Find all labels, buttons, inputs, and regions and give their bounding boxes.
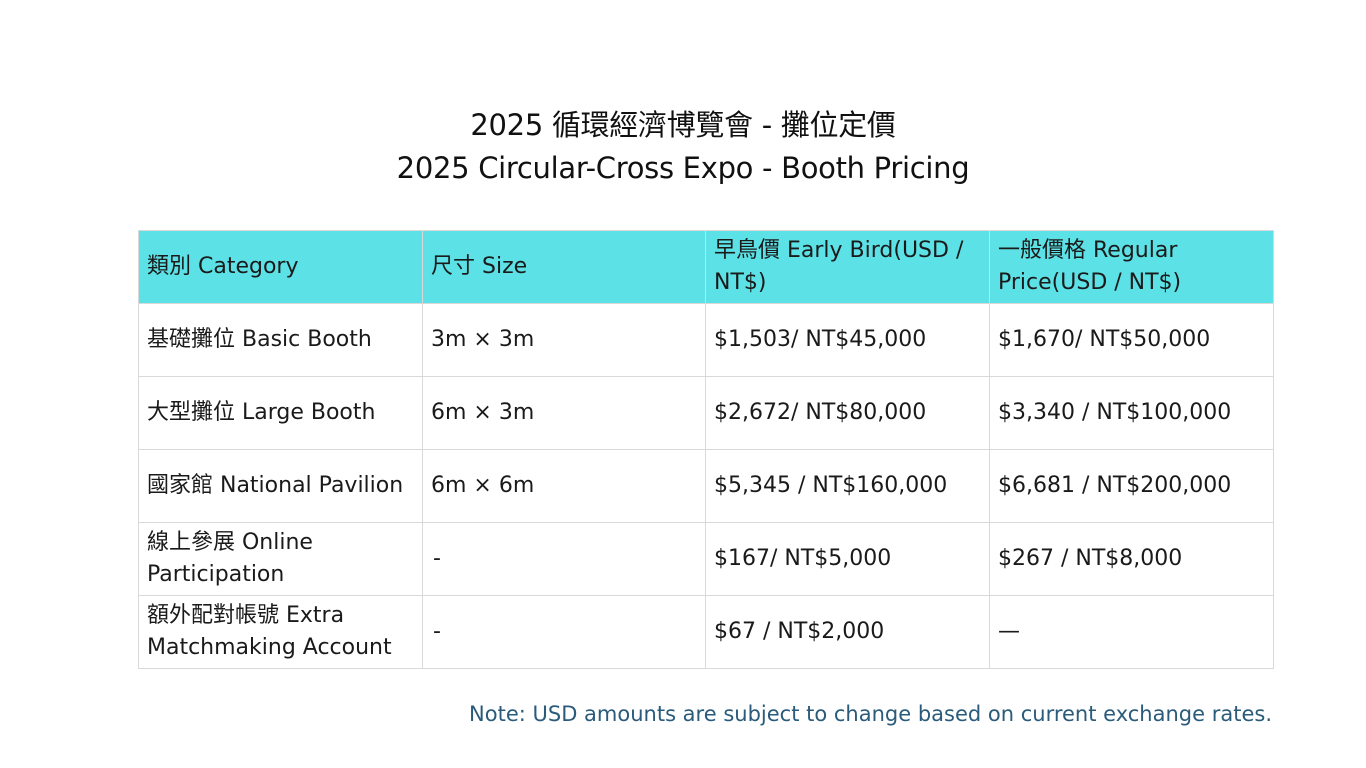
- title-chinese: 2025 循環經濟博覽會 - 攤位定價: [470, 108, 896, 142]
- cell-regular-price: $3,340 / NT$100,000: [989, 376, 1274, 450]
- header-regular-price: 一般價格 Regular Price(USD / NT$): [989, 230, 1274, 304]
- pricing-table: 類別 Category 尺寸 Size 早鳥價 Early Bird(USD /…: [138, 230, 1274, 669]
- header-category: 類別 Category: [138, 230, 423, 304]
- page-title: 2025 循環經濟博覽會 - 攤位定價 2025 Circular-Cross …: [0, 104, 1366, 190]
- cell-regular-price: —: [989, 595, 1274, 669]
- cell-size: 3m × 3m: [422, 303, 706, 377]
- cell-size: -: [422, 595, 706, 669]
- cell-early-bird: $167/ NT$5,000: [705, 522, 990, 596]
- table-header-row: 類別 Category 尺寸 Size 早鳥價 Early Bird(USD /…: [138, 230, 1274, 304]
- cell-early-bird: $67 / NT$2,000: [705, 595, 990, 669]
- header-size: 尺寸 Size: [422, 230, 706, 304]
- table-row: 額外配對帳號 Extra Matchmaking Account - $67 /…: [138, 595, 1274, 669]
- cell-regular-price: $267 / NT$8,000: [989, 522, 1274, 596]
- cell-size: 6m × 3m: [422, 376, 706, 450]
- table-row: 國家館 National Pavilion 6m × 6m $5,345 / N…: [138, 449, 1274, 523]
- cell-category: 國家館 National Pavilion: [138, 449, 423, 523]
- cell-category: 基礎攤位 Basic Booth: [138, 303, 423, 377]
- cell-size: 6m × 6m: [422, 449, 706, 523]
- cell-regular-price: $6,681 / NT$200,000: [989, 449, 1274, 523]
- cell-early-bird: $5,345 / NT$160,000: [705, 449, 990, 523]
- table-row: 基礎攤位 Basic Booth 3m × 3m $1,503/ NT$45,0…: [138, 303, 1274, 377]
- header-early-bird: 早鳥價 Early Bird(USD / NT$): [705, 230, 990, 304]
- cell-size: -: [422, 522, 706, 596]
- cell-category: 線上參展 Online Participation: [138, 522, 423, 596]
- table-row: 大型攤位 Large Booth 6m × 3m $2,672/ NT$80,0…: [138, 376, 1274, 450]
- cell-early-bird: $2,672/ NT$80,000: [705, 376, 990, 450]
- cell-regular-price: $1,670/ NT$50,000: [989, 303, 1274, 377]
- table-row: 線上參展 Online Participation - $167/ NT$5,0…: [138, 522, 1274, 596]
- title-english: 2025 Circular-Cross Expo - Booth Pricing: [396, 151, 970, 185]
- exchange-rate-note: Note: USD amounts are subject to change …: [469, 702, 1272, 726]
- cell-category: 大型攤位 Large Booth: [138, 376, 423, 450]
- cell-category: 額外配對帳號 Extra Matchmaking Account: [138, 595, 423, 669]
- cell-early-bird: $1,503/ NT$45,000: [705, 303, 990, 377]
